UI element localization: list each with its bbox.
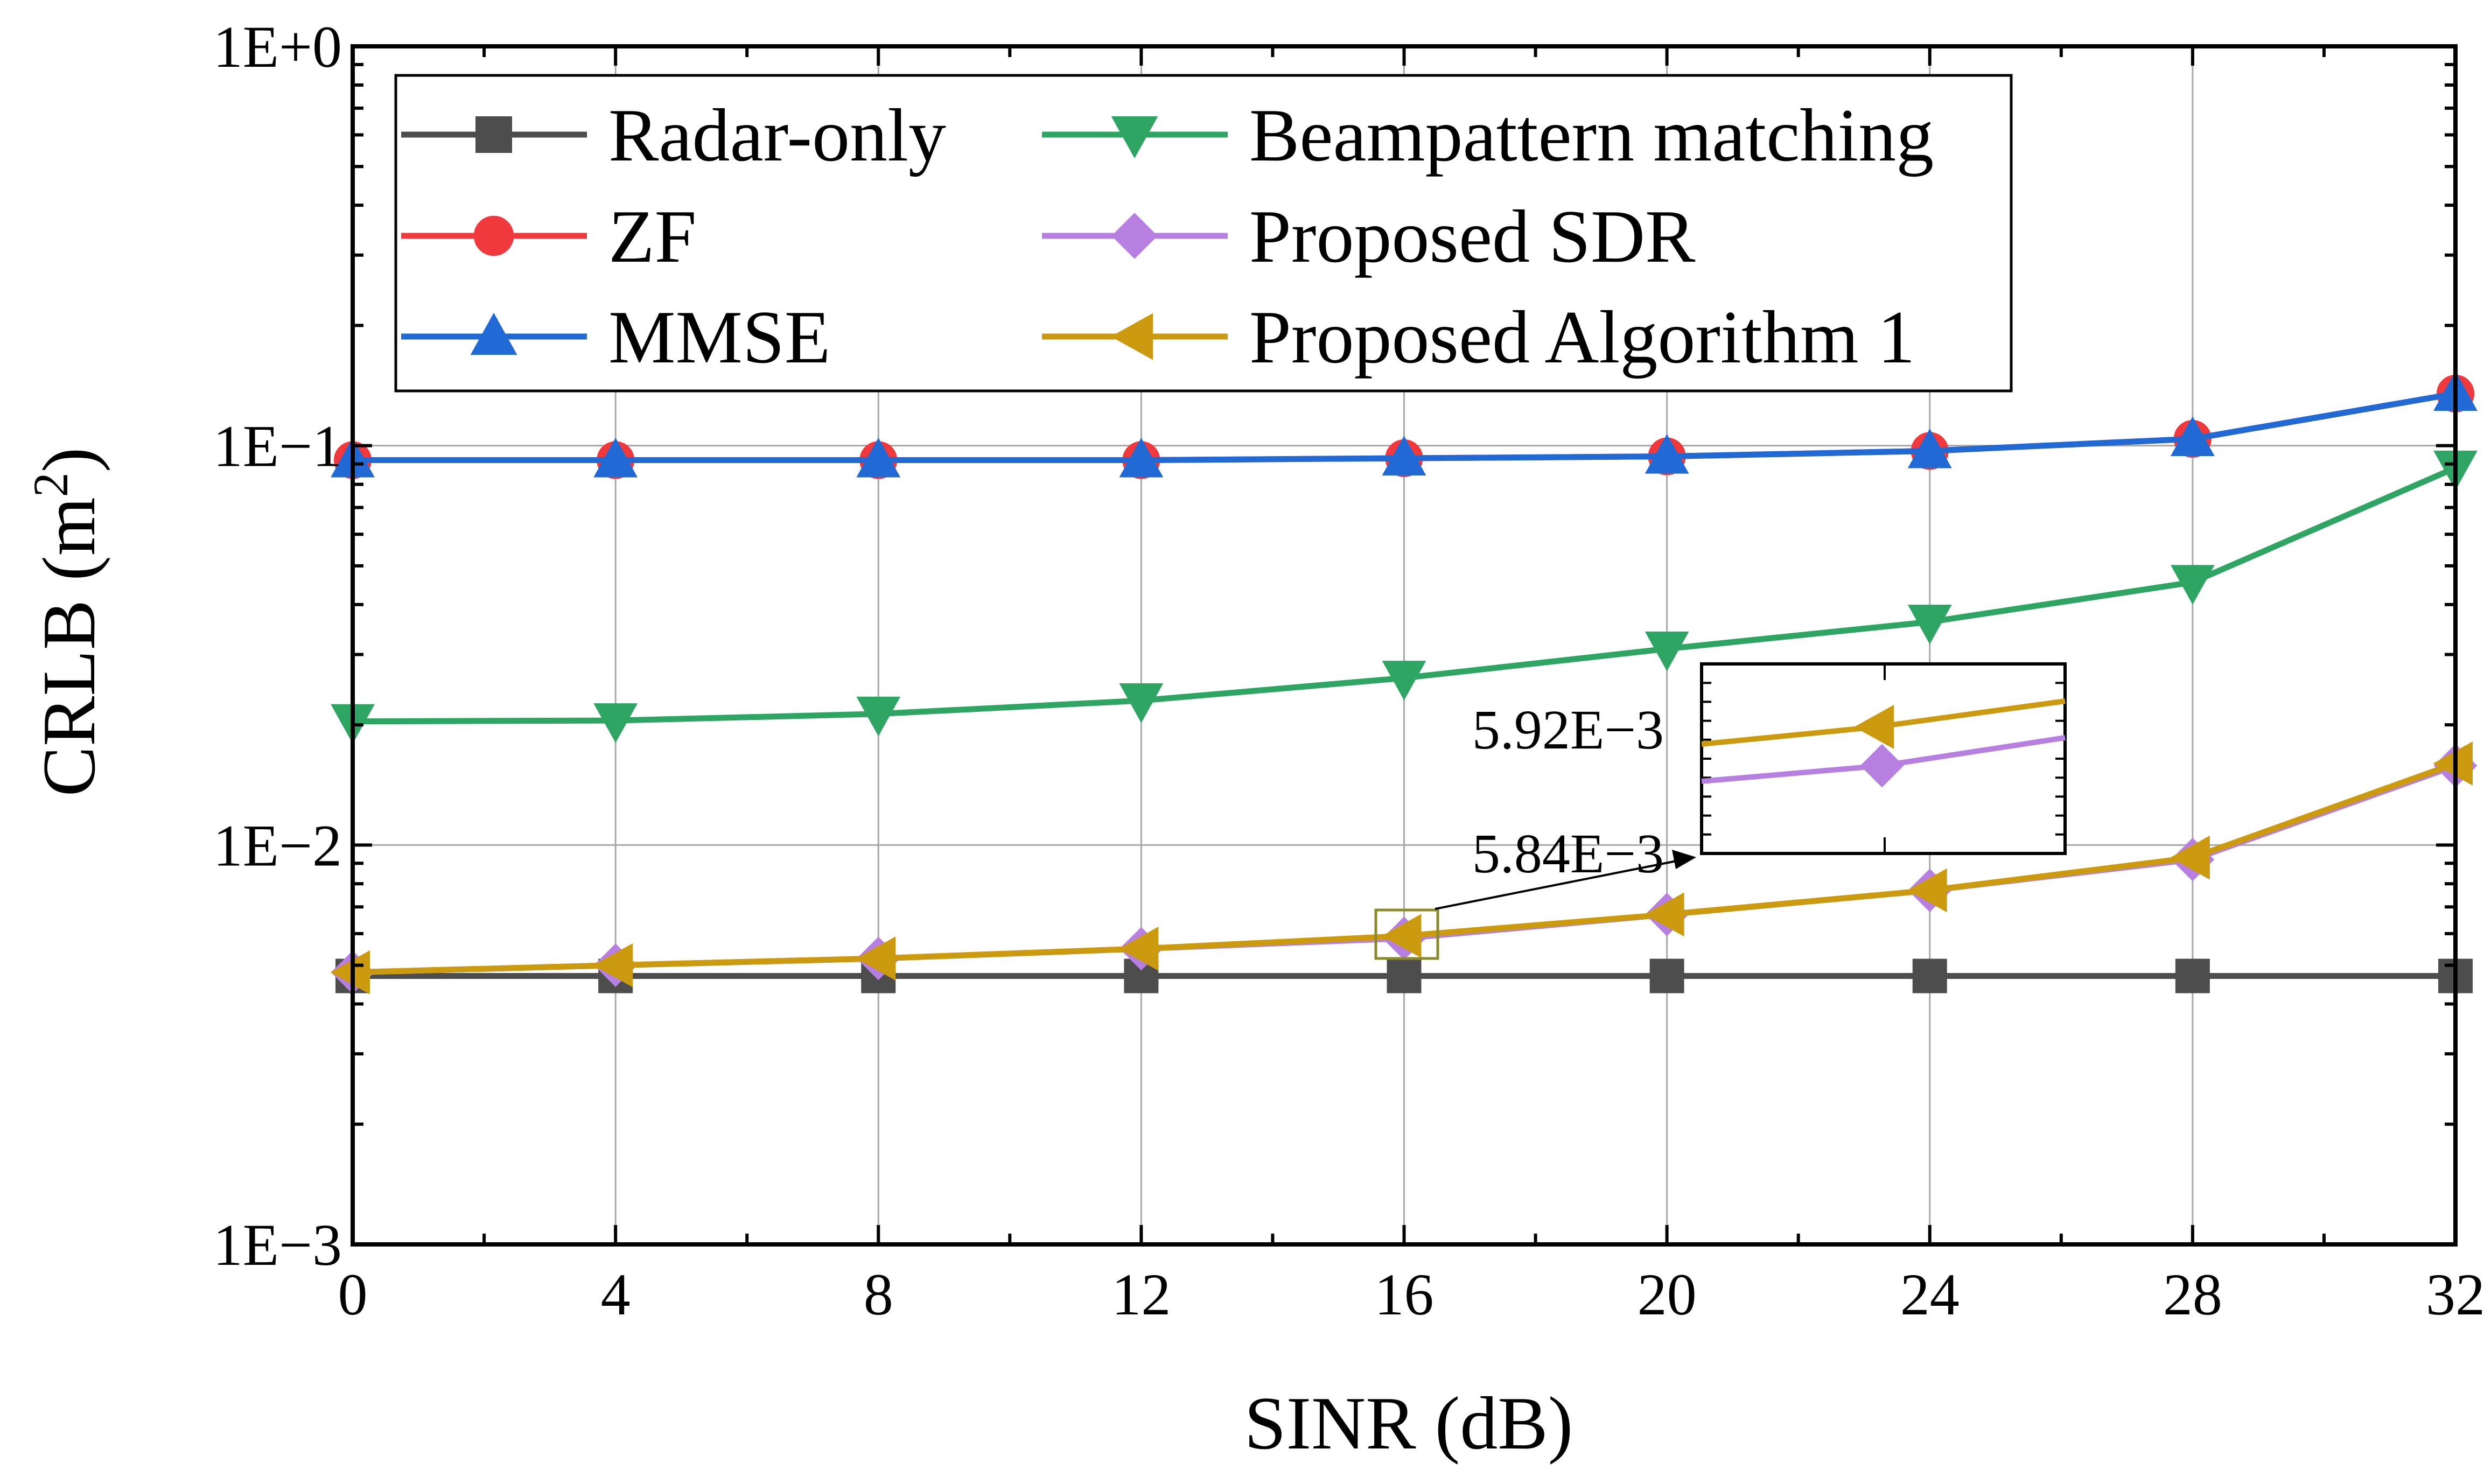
data-point <box>2175 958 2210 993</box>
data-point <box>593 703 638 743</box>
data-point <box>856 437 901 478</box>
annotation-arrowhead <box>1672 850 1696 869</box>
y-axis-title-close: ) <box>27 447 111 473</box>
data-point <box>856 936 896 981</box>
data-point <box>1382 661 1426 701</box>
series-layer <box>330 371 2478 995</box>
x-tick-label: 8 <box>864 1262 893 1327</box>
data-point <box>856 696 901 737</box>
legend-marker <box>470 312 517 355</box>
data-point <box>1119 683 1164 723</box>
data-point <box>1387 958 1422 993</box>
tick-labels: 0 4 8 12 16 20 24 28 32 1E−3 1E−2 1E−1 1E+0 <box>213 14 2485 1327</box>
zoom-inset: 5.92E−3 <box>1472 662 2067 855</box>
x-tick-label: 32 <box>2426 1262 2485 1327</box>
y-axis-title: CRLB (m2) <box>23 447 111 797</box>
data-point <box>1381 914 1422 958</box>
legend-label: Proposed Algorithm 1 <box>1249 296 1915 379</box>
x-tick-label: 4 <box>601 1262 631 1327</box>
data-point <box>593 437 638 478</box>
data-point <box>1645 433 1689 474</box>
data-point <box>593 943 633 988</box>
x-axis-title: SINR (dB) <box>1244 1382 1573 1465</box>
y-axis-title-main: CRLB (m <box>27 497 111 796</box>
data-point <box>2170 835 2210 880</box>
x-tick-label: 0 <box>338 1262 368 1327</box>
annotation-value-label: 5.84E−3 <box>1472 823 1664 885</box>
legend: Radar-only ZF MMSE Beampattern matching Prop… <box>394 74 2013 393</box>
legend-label: MMSE <box>608 296 830 379</box>
inset-marker-algorithm <box>1854 705 1894 749</box>
y-axis-title-superscript: 2 <box>23 472 78 497</box>
legend-label: Beampattern matching <box>1249 94 1934 177</box>
data-point <box>1907 604 1952 645</box>
legend-marker <box>1111 213 1158 259</box>
y-tick-label: 1E−3 <box>213 1212 342 1278</box>
y-tick-label: 1E−2 <box>213 813 342 878</box>
data-point <box>1118 926 1159 971</box>
zoom-region-box <box>1374 908 1439 960</box>
legend-entry: ZF <box>401 195 696 278</box>
x-tick-label: 24 <box>1900 1262 1960 1327</box>
legend-entry: Radar-only <box>401 94 946 177</box>
annotation-leader-line <box>1435 859 1680 910</box>
inset-marker-sdr <box>1860 744 1904 788</box>
x-tick-label: 12 <box>1111 1262 1171 1327</box>
y-tick-label: 1E+0 <box>213 14 342 80</box>
data-point <box>1382 436 1426 476</box>
data-point <box>1645 892 1684 937</box>
legend-label: ZF <box>608 195 696 278</box>
legend-entry: Proposed SDR <box>1042 195 1696 278</box>
data-point <box>1907 868 1947 913</box>
data-point <box>1119 437 1164 478</box>
legend-entry: Beampattern matching <box>1042 94 1934 177</box>
axis-ticks <box>351 45 2457 1246</box>
legend-label: Proposed SDR <box>1249 195 1696 278</box>
x-tick-label: 16 <box>1375 1262 1434 1327</box>
data-point <box>1645 631 1689 671</box>
legend-marker <box>1111 116 1158 159</box>
data-point <box>2170 416 2215 457</box>
data-point <box>1649 958 1684 993</box>
data-point <box>2170 565 2215 605</box>
series-beampattern-matching <box>331 450 2478 744</box>
legend-label: Radar-only <box>608 94 946 177</box>
series-proposed-algorithm-1 <box>330 741 2473 995</box>
x-tick-label: 20 <box>1638 1262 1697 1327</box>
legend-marker <box>473 215 514 256</box>
legend-entry: Proposed Algorithm 1 <box>1042 296 1915 379</box>
legend-entry: MMSE <box>401 296 830 379</box>
y-tick-label: 1E−1 <box>213 414 342 479</box>
legend-marker <box>475 116 512 153</box>
data-point <box>1912 958 1947 993</box>
data-point <box>1907 428 1952 468</box>
annotations: 5.84E−3 <box>1374 823 1696 960</box>
x-tick-label: 28 <box>2163 1262 2222 1327</box>
inset-value-label: 5.92E−3 <box>1472 699 1664 761</box>
legend-marker <box>1110 313 1153 360</box>
